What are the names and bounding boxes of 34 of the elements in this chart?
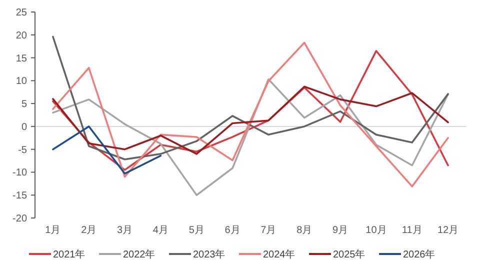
x-tick-label: 10月 [366, 225, 387, 236]
y-tick-label: 20 [16, 30, 28, 42]
legend-label: 2025年 [333, 248, 366, 260]
x-tick-label: 11月 [402, 225, 422, 236]
x-tick-label: 4月 [152, 225, 168, 236]
x-tick-label: 7月 [260, 225, 276, 236]
y-tick-label: -15 [12, 190, 28, 202]
line-series [52, 36, 449, 160]
line-series [52, 86, 449, 155]
legend-label: 2026年 [403, 248, 436, 260]
y-tick-label: 25 [16, 8, 28, 18]
line-series [52, 42, 449, 188]
x-tick-label: 12月 [437, 225, 459, 236]
y-tick-label: 5 [21, 99, 28, 110]
legend-label: 2021年 [53, 248, 86, 260]
x-tick-label: 2月 [81, 225, 97, 236]
y-tick-label: -5 [18, 144, 28, 156]
x-tick-label: 5月 [188, 225, 204, 236]
y-tick-label: -20 [12, 214, 28, 224]
legend-label: 2024年 [263, 248, 296, 260]
line-series [52, 50, 449, 171]
y-tick-label: 15 [16, 53, 28, 64]
x-tick-label: 8月 [296, 225, 312, 236]
y-tick-label: -10 [12, 168, 28, 179]
y-tick-label: 0 [21, 122, 28, 133]
x-tick-label: 3月 [117, 225, 133, 236]
y-tick-label: 10 [16, 76, 28, 88]
line-series [52, 126, 162, 174]
line-series [52, 78, 449, 196]
x-tick-label: 1月 [45, 225, 61, 236]
legend-label: 2023年 [193, 248, 226, 260]
x-tick-label: 9月 [332, 225, 348, 236]
x-tick-label: 6月 [224, 225, 240, 236]
legend-label: 2022年 [123, 248, 156, 260]
